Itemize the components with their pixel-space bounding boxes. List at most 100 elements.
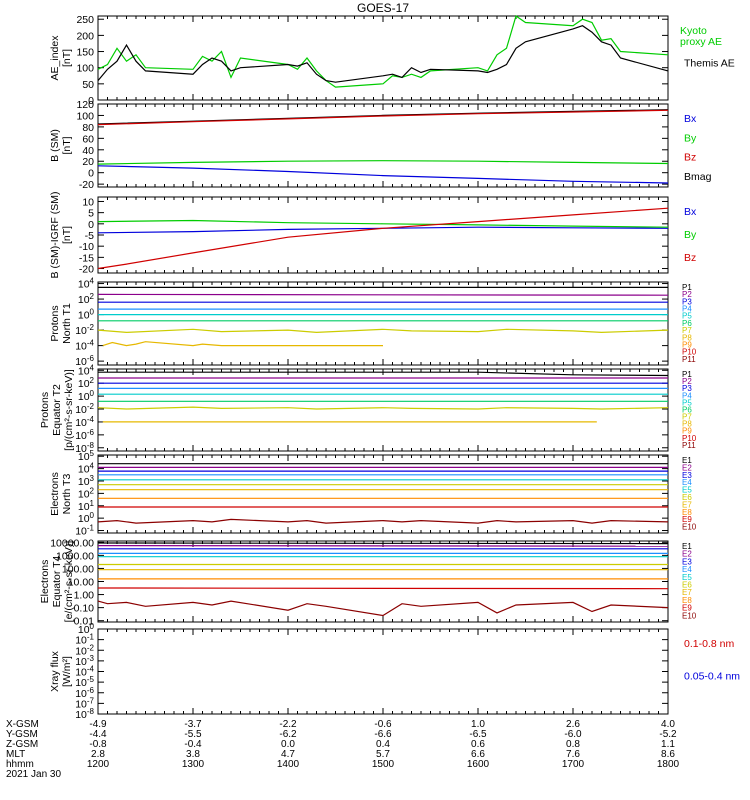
x-axis-row-label: Z-GSM bbox=[6, 739, 38, 750]
legend-entry: P4 bbox=[682, 391, 692, 400]
y-axis-label: North T1 bbox=[61, 303, 73, 344]
legend-entry: P2 bbox=[682, 290, 692, 299]
legend-entry: P9 bbox=[682, 427, 692, 436]
legend-entry: E7 bbox=[682, 588, 692, 597]
x-axis-value: -6.5 bbox=[469, 729, 487, 740]
x-axis-value: -5.2 bbox=[659, 729, 677, 740]
y-tick-label: 10-6 bbox=[75, 686, 94, 700]
legend-entry: E4 bbox=[682, 565, 692, 574]
y-tick-label: 10-7 bbox=[75, 696, 94, 710]
y-tick-label: 80 bbox=[82, 122, 94, 134]
series-ae-kyoto-proxy-ae bbox=[97, 15, 669, 88]
y-axis-label: Electrons bbox=[39, 560, 51, 604]
y-tick-label: 100.00 bbox=[62, 563, 94, 575]
y-tick-label: 100 bbox=[78, 308, 95, 322]
legend-entry: P3 bbox=[682, 384, 692, 393]
y-tick-label: 10-3 bbox=[75, 654, 94, 668]
y-tick-label: 102 bbox=[78, 376, 95, 390]
legend-entry: P11 bbox=[682, 441, 696, 450]
legend-entry: Bx bbox=[684, 113, 697, 125]
x-axis-value: 7.6 bbox=[566, 749, 580, 760]
y-tick-label: 100 bbox=[78, 389, 95, 403]
series-bigrf-bz bbox=[97, 207, 669, 270]
y-tick-label: 200 bbox=[76, 30, 94, 42]
y-axis-label: B (SM)-IGRF (SM) bbox=[49, 192, 61, 279]
x-axis-value: 1200 bbox=[87, 759, 110, 770]
x-axis-value: -5.5 bbox=[184, 729, 202, 740]
series-enorth-e10 bbox=[97, 518, 669, 524]
y-tick-label: 0 bbox=[88, 95, 94, 107]
y-tick-label: 1.00 bbox=[74, 590, 95, 602]
legend-entry: P5 bbox=[682, 398, 692, 407]
legend-entry: E8 bbox=[682, 596, 692, 605]
legend-entry: P1 bbox=[682, 283, 692, 292]
series-pnorth-p2 bbox=[97, 293, 669, 296]
legend-entry: P8 bbox=[682, 333, 692, 342]
y-axis-label: B (SM) bbox=[49, 129, 61, 162]
y-axis-label: [p/(cm²-s-sr-keV)] bbox=[63, 369, 75, 451]
legend-entry: E10 bbox=[682, 523, 697, 532]
legend-entry: By bbox=[684, 229, 697, 241]
legend-entry: E9 bbox=[682, 604, 692, 613]
series-eeq-e2 bbox=[97, 544, 669, 547]
y-axis-label: North T3 bbox=[61, 474, 73, 515]
x-axis-value: -6.6 bbox=[374, 729, 392, 740]
y-tick-label: 10-8 bbox=[75, 441, 94, 455]
y-tick-label: 120 bbox=[76, 99, 94, 111]
x-axis-row-label: hhmm bbox=[6, 759, 34, 770]
y-tick-label: 10-1 bbox=[75, 524, 94, 538]
x-axis-value: 2.6 bbox=[566, 719, 580, 730]
legend-entry: E2 bbox=[682, 550, 692, 559]
y-tick-label: 250 bbox=[76, 14, 94, 26]
y-tick-label: 150 bbox=[76, 47, 94, 59]
x-axis-value: 1700 bbox=[562, 759, 585, 770]
legend-entry: E4 bbox=[682, 478, 692, 487]
legend-entry: E1 bbox=[682, 542, 692, 551]
x-axis-value: 1400 bbox=[277, 759, 300, 770]
x-axis-value: -3.7 bbox=[184, 719, 202, 730]
legend-entry: E9 bbox=[682, 515, 692, 524]
x-axis-value: 3.8 bbox=[186, 749, 200, 760]
y-tick-label: 10-1 bbox=[75, 633, 94, 647]
legend-entry: E3 bbox=[682, 557, 692, 566]
date-label: 2021 Jan 30 bbox=[6, 769, 61, 780]
y-tick-label: 100 bbox=[76, 63, 94, 75]
y-tick-label: 20 bbox=[82, 156, 94, 168]
y-axis-label: [nT] bbox=[61, 136, 73, 154]
y-tick-label: 10-2 bbox=[75, 323, 94, 337]
series-bsm-by bbox=[97, 160, 669, 165]
y-tick-label: 10-2 bbox=[75, 643, 94, 657]
legend-entry: Bx bbox=[684, 206, 697, 218]
legend-entry: P4 bbox=[682, 305, 692, 314]
x-axis-row-label: X-GSM bbox=[6, 719, 39, 730]
x-axis-value: -4.9 bbox=[89, 719, 107, 730]
y-tick-label: 101 bbox=[78, 499, 95, 513]
x-axis-value: 8.6 bbox=[661, 749, 675, 760]
legend-entry: E1 bbox=[682, 456, 692, 465]
x-axis-value: -0.6 bbox=[374, 719, 392, 730]
y-tick-label: 50 bbox=[82, 79, 94, 91]
x-axis-value: 0.6 bbox=[471, 739, 485, 750]
y-axis-label: [e/(cm²-s-sr-keV)] bbox=[63, 541, 75, 623]
x-axis-value: 0.8 bbox=[566, 739, 580, 750]
y-tick-label: -5 bbox=[85, 230, 94, 242]
legend-entry: E6 bbox=[682, 581, 692, 590]
x-axis-value: -6.0 bbox=[564, 729, 582, 740]
series-bsm-bz bbox=[97, 109, 669, 126]
y-axis-label: Xray flux bbox=[49, 650, 61, 692]
y-tick-label: -20 bbox=[79, 264, 94, 276]
y-tick-label: 60 bbox=[82, 133, 94, 145]
y-tick-label: 100 bbox=[76, 110, 94, 122]
panel-frame-peq bbox=[97, 368, 669, 452]
legend-entry: P7 bbox=[682, 413, 692, 422]
x-axis-value: -4.4 bbox=[89, 729, 107, 740]
x-axis-value: 0.0 bbox=[281, 739, 295, 750]
y-tick-label: -20 bbox=[79, 179, 94, 191]
y-axis-label: Protons bbox=[39, 392, 51, 428]
legend-entry: P2 bbox=[682, 377, 692, 386]
legend-entry: P6 bbox=[682, 319, 692, 328]
y-tick-label: 10-4 bbox=[75, 665, 94, 679]
y-axis-label: Equator T4 bbox=[51, 555, 63, 607]
series-bigrf-by bbox=[97, 219, 669, 228]
x-axis-value: 2.8 bbox=[91, 749, 105, 760]
